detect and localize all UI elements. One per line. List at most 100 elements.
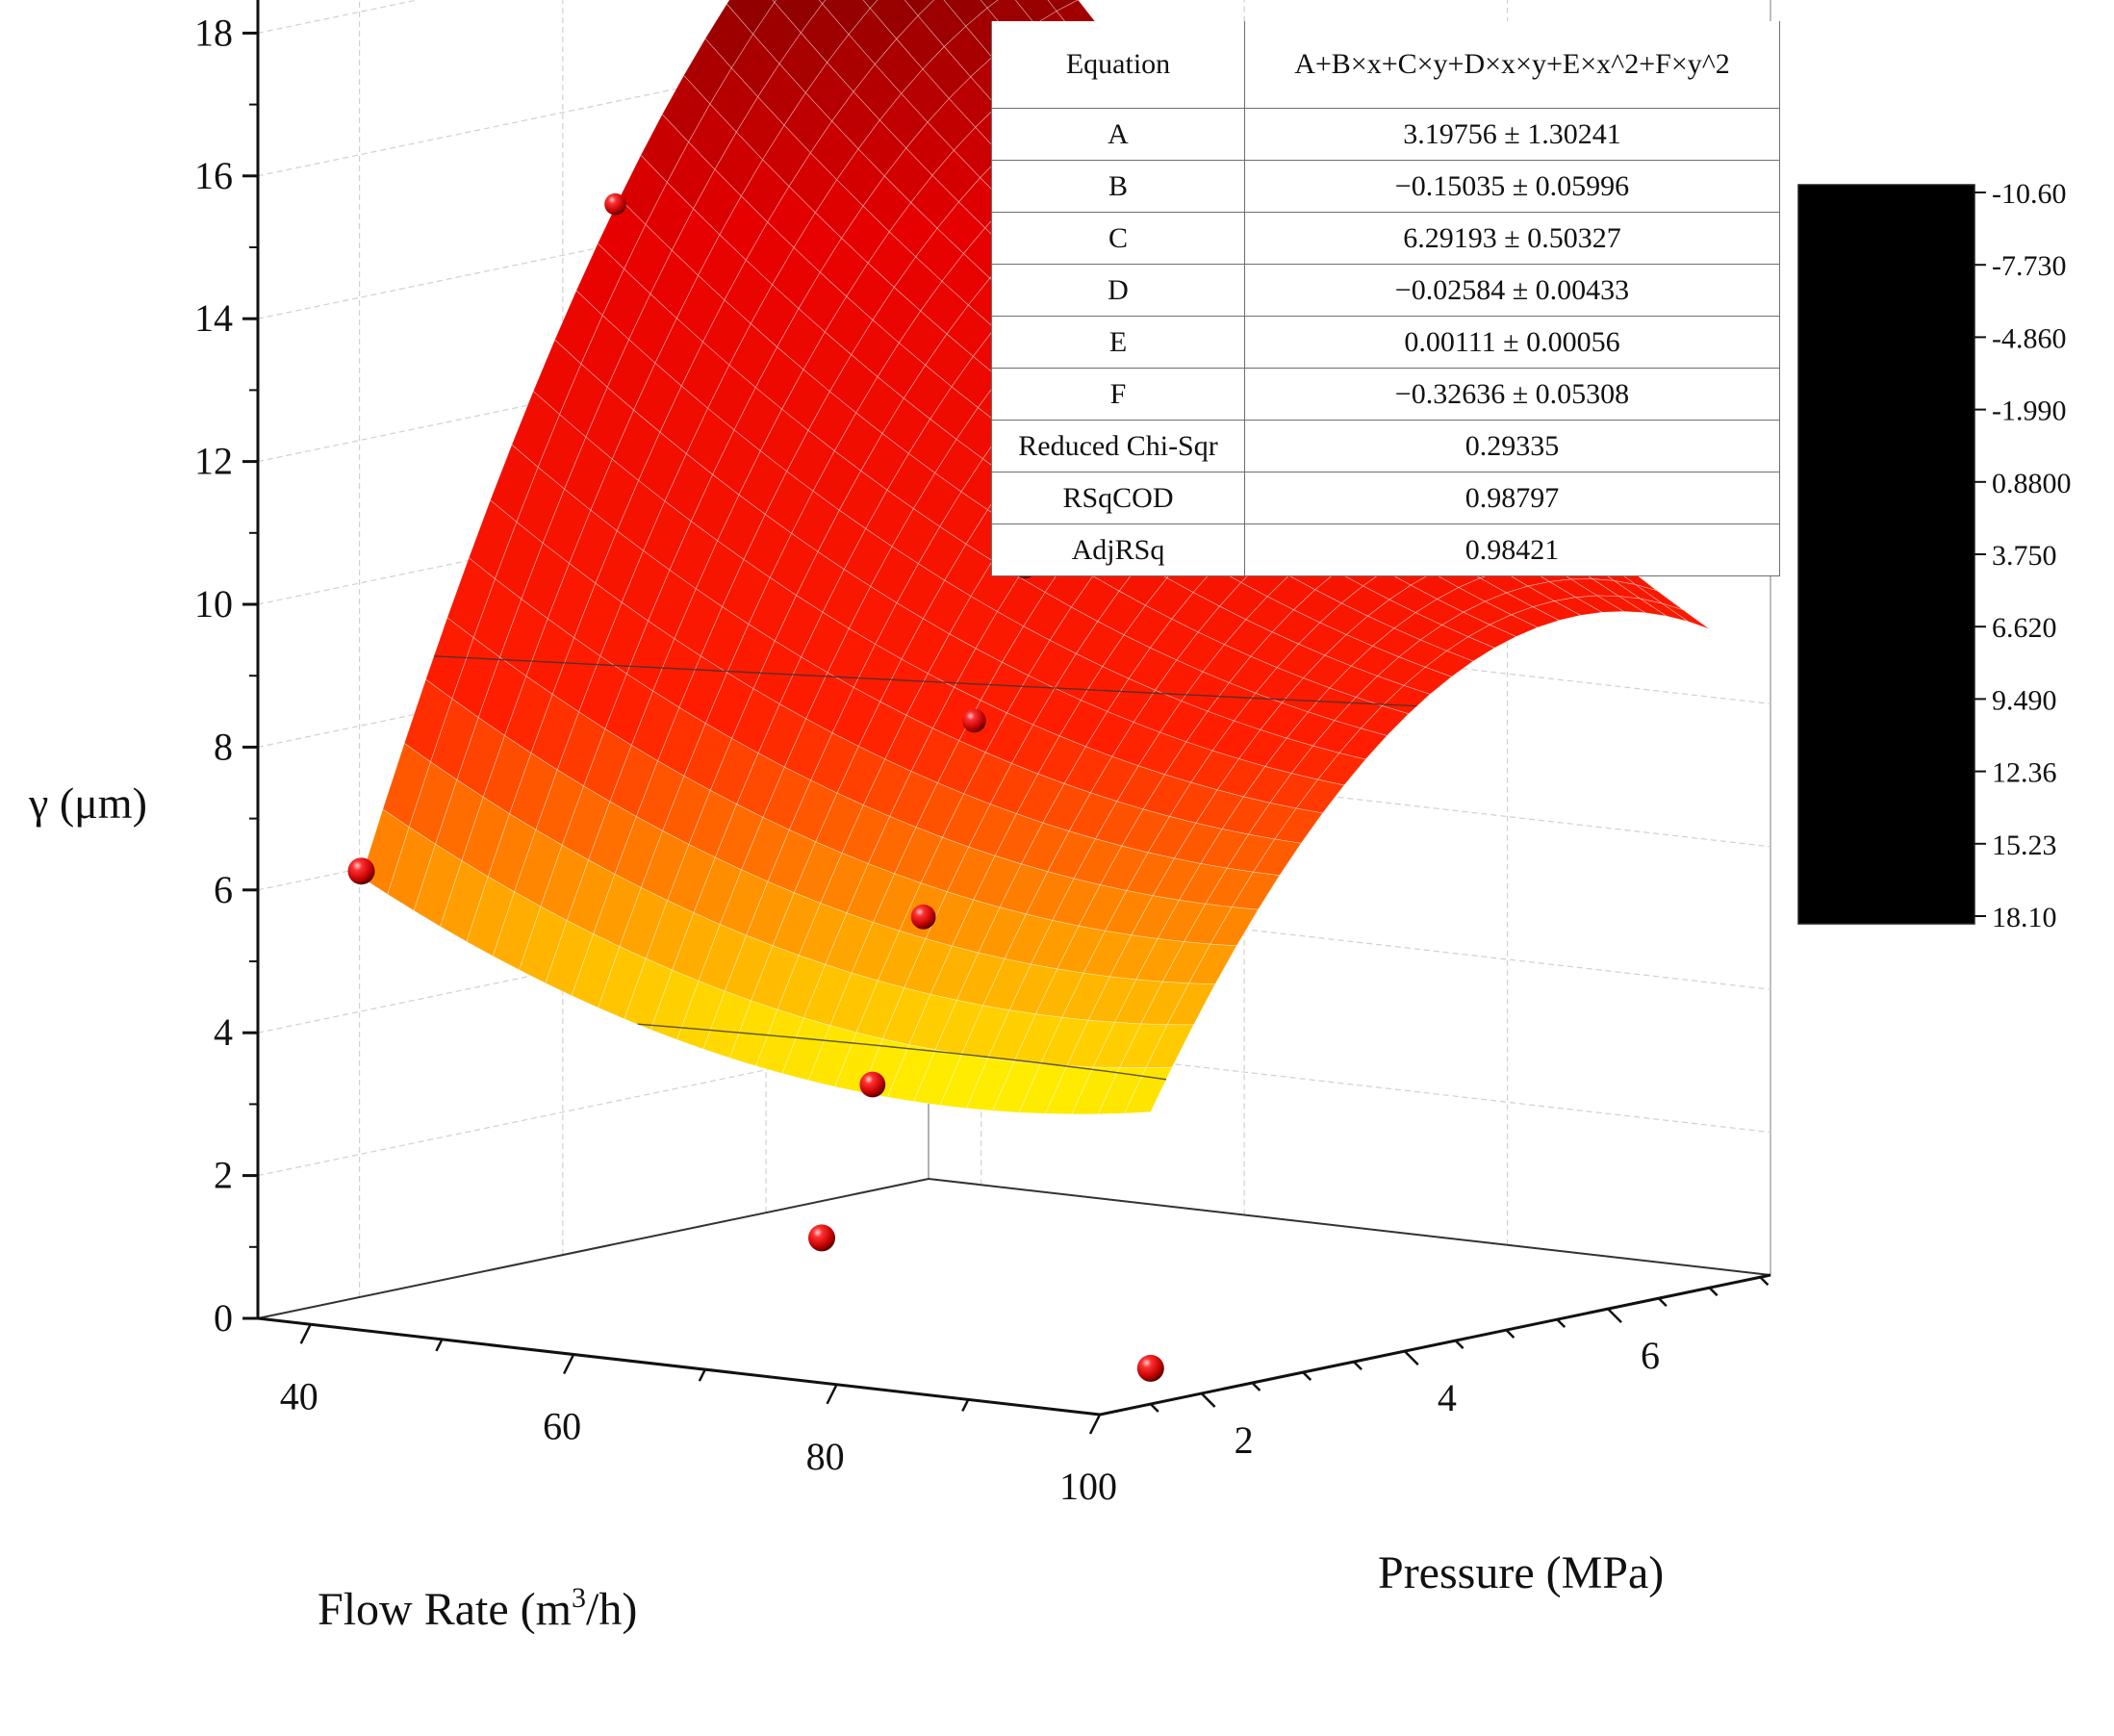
x-axis-line <box>257 1316 1101 1417</box>
z-tick-label: 18 <box>194 11 233 54</box>
table-key: Reduced Chi-Sqr <box>991 420 1245 472</box>
data-point <box>910 904 936 930</box>
y-tick-label: 2 <box>1235 1418 1254 1462</box>
table-row: B −0.15035 ± 0.05996 <box>991 160 1780 213</box>
surface-facet <box>1047 0 1079 12</box>
z-tick-label: 0 <box>214 1296 233 1340</box>
y-axis-title: Pressure (MPa) <box>1378 1547 1664 1598</box>
data-point <box>962 708 986 733</box>
table-value: 0.98797 <box>1244 472 1780 524</box>
surface-facet <box>818 0 827 5</box>
contour-line <box>433 655 1417 707</box>
y-minor-tick <box>1149 1403 1159 1413</box>
x-minor-tick <box>961 1398 970 1412</box>
table-key: AdjRSq <box>991 523 1245 576</box>
x-axis-title: Flow Rate (m3/h) <box>318 1582 637 1635</box>
x-tick <box>826 1384 838 1405</box>
data-point <box>859 1071 886 1098</box>
table-key: D <box>991 264 1245 317</box>
x-tick <box>299 1323 312 1344</box>
y-minor-tick <box>1251 1382 1261 1391</box>
table-key: E <box>991 316 1245 369</box>
table-row: E 0.00111 ± 0.00056 <box>991 316 1780 369</box>
z-tick-label: 2 <box>214 1154 233 1197</box>
colorbar: -10.60 -7.730 -4.860 -1.990 0.8800 3.750 6.620… <box>1797 178 2072 933</box>
y-minor-tick <box>1759 1276 1770 1287</box>
table-value: 0.00111 ± 0.00056 <box>1244 316 1780 369</box>
colorbar-label: 15.23 <box>1992 830 2057 861</box>
y-minor-tick <box>1302 1371 1312 1381</box>
surface-facet <box>772 0 777 3</box>
table-key: F <box>991 368 1245 421</box>
table-row: AdjRSq 0.98421 <box>991 523 1780 576</box>
y-minor-tick <box>1454 1340 1465 1349</box>
z-tick-label: 14 <box>194 296 233 340</box>
colorbar-label: 0.8800 <box>1992 468 2072 499</box>
y-minor-tick <box>1556 1318 1566 1329</box>
table-key: C <box>991 212 1245 265</box>
y-minor-tick <box>1708 1287 1719 1297</box>
y-tick <box>1200 1392 1216 1408</box>
table-key: RSqCOD <box>991 472 1245 524</box>
table-row: C 6.29193 ± 0.50327 <box>991 212 1780 265</box>
y-tick-label: 4 <box>1438 1376 1457 1419</box>
colorbar-label: -1.990 <box>1992 396 2067 427</box>
y-tick <box>1403 1350 1419 1366</box>
x-tick-label: 80 <box>806 1435 845 1478</box>
x-tick-label: 100 <box>1059 1465 1117 1508</box>
data-point <box>1136 1354 1164 1382</box>
table-row: Reduced Chi-Sqr 0.29335 <box>991 420 1780 472</box>
y-tick <box>1607 1308 1622 1324</box>
y-minor-tick <box>1657 1297 1668 1308</box>
x-tick <box>563 1353 575 1375</box>
table-value: 0.29335 <box>1244 420 1780 472</box>
data-point <box>604 192 626 216</box>
colorbar-label: -10.60 <box>1992 178 2067 210</box>
data-point <box>347 857 375 885</box>
z-tick-label: 8 <box>214 725 233 768</box>
z-axis-title: γ (μm) <box>28 779 147 828</box>
x-minor-tick <box>435 1339 444 1352</box>
colorbar-label: 3.750 <box>1992 540 2057 572</box>
table-value: −0.32636 ± 0.05308 <box>1244 368 1780 421</box>
table-row: F −0.32636 ± 0.05308 <box>991 368 1780 421</box>
z-tick-label: 4 <box>214 1010 233 1054</box>
fit-parameters-table: Equation A+B×x+C×y+D×x×y+E×x^2+F×y^2 A 3.1… <box>991 21 1780 576</box>
table-value: A+B×x+C×y+D×x×y+E×x^2+F×y^2 <box>1244 21 1780 109</box>
colorbar-gradient <box>1797 184 1975 925</box>
table-value: 6.29193 ± 0.50327 <box>1244 212 1780 265</box>
table-row: D −0.02584 ± 0.00433 <box>991 264 1780 317</box>
y-axis-line <box>1099 1273 1771 1417</box>
table-value: 0.98421 <box>1244 523 1780 576</box>
data-point <box>808 1224 835 1252</box>
z-tick-label: 10 <box>194 582 233 625</box>
colorbar-label: 9.490 <box>1992 684 2057 716</box>
colorbar-label: 18.10 <box>1992 902 2057 933</box>
colorbar-label: -7.730 <box>1992 250 2067 282</box>
table-value: 3.19756 ± 1.30241 <box>1244 108 1780 161</box>
colorbar-label: 6.620 <box>1992 612 2057 644</box>
axes-layer: 024681012141618202224262830γ (μm)4060801… <box>28 0 1771 1635</box>
colorbar-label: -4.860 <box>1992 322 2067 354</box>
x-tick-label: 60 <box>543 1405 581 1448</box>
x-tick <box>1088 1414 1102 1435</box>
z-tick-label: 16 <box>194 154 233 197</box>
y-minor-tick <box>1505 1329 1515 1340</box>
y-minor-tick <box>1353 1361 1363 1370</box>
table-key: B <box>991 160 1245 213</box>
surface-facet <box>980 0 999 9</box>
contour-line <box>637 1023 1167 1081</box>
x-tick-label: 40 <box>280 1374 318 1417</box>
colorbar-label: 12.36 <box>1992 757 2057 789</box>
floor-back-edges <box>257 1177 1771 1319</box>
y-tick-label: 6 <box>1641 1334 1660 1377</box>
table-row: A 3.19756 ± 1.30241 <box>991 108 1780 161</box>
table-key: Equation <box>991 21 1245 109</box>
table-row: Equation A+B×x+C×y+D×x×y+E×x^2+F×y^2 <box>991 21 1780 109</box>
x-minor-tick <box>698 1368 706 1382</box>
table-row: RSqCOD 0.98797 <box>991 472 1780 524</box>
z-tick-label: 6 <box>214 868 233 911</box>
table-key: A <box>991 108 1245 161</box>
z-tick-label: 12 <box>194 440 233 483</box>
